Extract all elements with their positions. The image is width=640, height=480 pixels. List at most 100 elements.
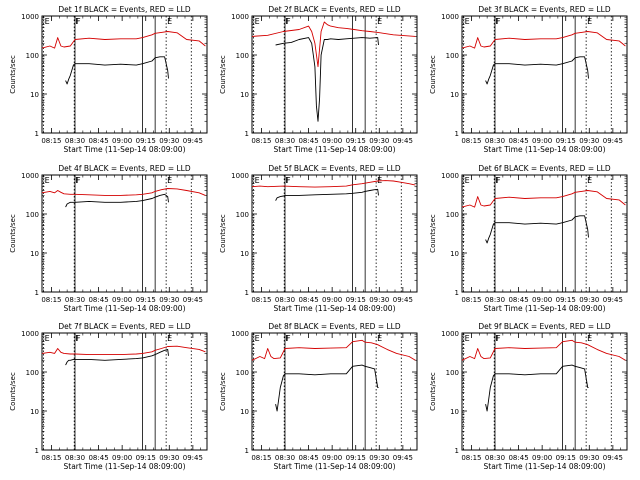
x-tick-label: 09:30 [369, 137, 389, 145]
x-tick-label: 09:30 [579, 454, 599, 462]
plot-frame [41, 15, 208, 134]
events-series-line [275, 364, 379, 412]
x-axis-label: Start Time (11-Sep-14 08:09:00) [484, 304, 606, 313]
event-marker-label: E [255, 176, 260, 185]
x-tick-label: 08:30 [275, 137, 295, 145]
lld-series-line [251, 339, 416, 361]
plot-frame [41, 174, 208, 293]
x-tick-label: 09:45 [183, 296, 203, 304]
y-tick-label: 1 [35, 447, 39, 455]
x-tick-label: 09:45 [393, 454, 413, 462]
plot-frame [251, 332, 418, 451]
events-series-line [65, 348, 169, 366]
x-tick-label: 09:30 [579, 137, 599, 145]
x-tick-label: 09:00 [112, 137, 132, 145]
y-tick-label: 1000 [21, 13, 39, 21]
x-axis-label: Start Time (11-Sep-14 08:09:00) [274, 304, 396, 313]
event-marker-label: F [75, 334, 80, 343]
x-tick-label: 09:30 [579, 296, 599, 304]
event-marker-label: F [495, 334, 500, 343]
y-axis-label: Counts/sec [219, 372, 227, 411]
event-marker-label: E [377, 334, 382, 343]
x-tick-label: 08:45 [88, 296, 108, 304]
y-axis-label: Counts/sec [9, 55, 17, 94]
y-tick-label: 100 [26, 211, 39, 219]
x-tick-label: 08:45 [298, 137, 318, 145]
event-marker-label: E [167, 17, 172, 26]
y-tick-label: 10 [450, 91, 459, 99]
y-tick-label: 100 [236, 52, 249, 60]
y-tick-label: 1000 [441, 13, 459, 21]
x-tick-label: 09:00 [112, 296, 132, 304]
event-marker-label: F [496, 334, 501, 343]
x-tick-label: 08:45 [88, 137, 108, 145]
x-tick-label: 09:00 [112, 454, 132, 462]
plot-frame [461, 332, 628, 451]
events-series-line [485, 56, 589, 85]
y-tick-label: 1000 [231, 13, 249, 21]
y-tick-label: 1 [245, 130, 249, 138]
x-tick-label: 08:45 [508, 454, 528, 462]
x-tick-label: 08:30 [65, 454, 85, 462]
y-tick-label: 10 [30, 91, 39, 99]
x-tick-label: 09:45 [603, 296, 623, 304]
plot-frame [251, 174, 418, 293]
event-marker-label: F [496, 176, 501, 185]
x-tick-label: 08:45 [298, 454, 318, 462]
x-tick-label: 09:15 [556, 137, 576, 145]
y-tick-label: 100 [236, 211, 249, 219]
y-tick-label: 1 [455, 130, 459, 138]
event-marker-label: E [45, 17, 50, 26]
y-tick-label: 100 [446, 52, 459, 60]
x-tick-label: 09:00 [532, 454, 552, 462]
panel-title: Det 9f BLACK = Events, RED = LLD [478, 322, 611, 331]
lld-series-line [41, 188, 206, 196]
lld-series-line [461, 190, 626, 208]
event-marker-label: E [377, 17, 382, 26]
event-marker-label: E [587, 17, 592, 26]
y-tick-label: 100 [236, 369, 249, 377]
y-tick-label: 10 [240, 91, 249, 99]
x-axis-label: Start Time (11-Sep-14 08:09:00) [274, 462, 396, 471]
y-tick-label: 1000 [21, 330, 39, 338]
y-axis-label: Counts/sec [429, 214, 437, 253]
y-axis-label: Counts/sec [429, 372, 437, 411]
x-tick-label: 09:15 [346, 454, 366, 462]
x-tick-label: 08:30 [65, 137, 85, 145]
lld-series-line [251, 180, 416, 188]
panel-title: Det 2f BLACK = Events, RED = LLD [268, 5, 401, 14]
y-axis-label: Counts/sec [9, 372, 17, 411]
y-tick-label: 1 [35, 289, 39, 297]
x-tick-label: 08:30 [275, 296, 295, 304]
x-tick-label: 08:15 [41, 296, 61, 304]
y-tick-label: 1 [455, 289, 459, 297]
x-tick-label: 09:45 [183, 137, 203, 145]
event-marker-label: F [76, 334, 81, 343]
y-axis-label: Counts/sec [219, 214, 227, 253]
y-tick-label: 1 [455, 447, 459, 455]
y-tick-label: 100 [446, 211, 459, 219]
x-tick-label: 09:30 [159, 454, 179, 462]
events-series-line [485, 215, 589, 244]
panel-title: Det 8f BLACK = Events, RED = LLD [268, 322, 401, 331]
y-tick-label: 1000 [231, 330, 249, 338]
event-marker-label: E [587, 334, 592, 343]
event-marker-label: E [167, 334, 172, 343]
x-tick-label: 09:30 [369, 454, 389, 462]
event-marker-label: E [255, 17, 260, 26]
x-tick-label: 08:45 [88, 454, 108, 462]
event-marker-label: F [496, 17, 501, 26]
x-tick-label: 09:15 [556, 296, 576, 304]
panel-title: Det 6f BLACK = Events, RED = LLD [478, 164, 611, 173]
event-marker-label: E [465, 176, 470, 185]
y-axis-label: Counts/sec [9, 214, 17, 253]
panel-title: Det 4f BLACK = Events, RED = LLD [58, 164, 191, 173]
x-tick-label: 08:15 [461, 454, 481, 462]
x-tick-label: 09:00 [322, 137, 342, 145]
x-tick-label: 08:15 [41, 137, 61, 145]
x-tick-label: 08:15 [251, 296, 271, 304]
x-tick-label: 09:30 [159, 296, 179, 304]
event-marker-label: E [465, 334, 470, 343]
event-marker-label: E [167, 176, 172, 185]
